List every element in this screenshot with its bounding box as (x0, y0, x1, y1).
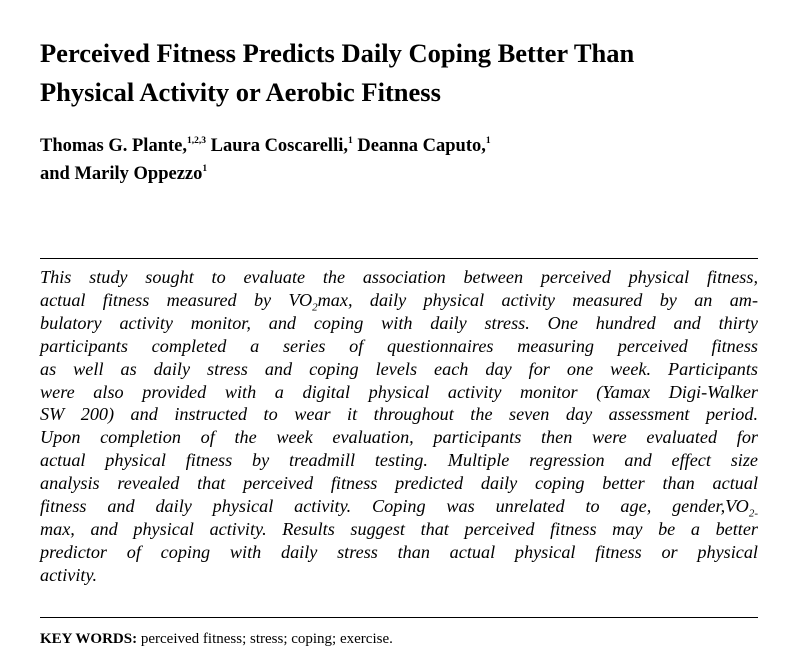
author-affiliation: 1 (202, 163, 208, 174)
abstract-line: were also provided with a digital physic… (40, 381, 758, 402)
abstract-line: participants completed a series of quest… (40, 335, 758, 356)
paper-title-line-1: Perceived Fitness Predicts Daily Coping … (40, 38, 635, 68)
abstract-line: fitness and daily physical activity. Cop… (40, 496, 758, 520)
abstract-line: predictor of coping with daily stress th… (40, 541, 758, 562)
author-affiliation: 1 (347, 135, 353, 146)
abstract-line: Upon completion of the week evaluation, … (40, 427, 758, 448)
paper-title-line-2: Physical Activity or Aerobic Fitness (40, 77, 441, 107)
abstract-line: max, and physical activity. Results sugg… (40, 518, 758, 539)
author-list: Thomas G. Plante,1,2,3 Laura Coscarelli,… (40, 132, 758, 188)
abstract-line: activity. (40, 564, 98, 585)
paper-title: Perceived Fitness Predicts Daily Coping … (40, 34, 758, 112)
paper-first-page: Perceived Fitness Predicts Daily Coping … (40, 0, 758, 659)
subscript: 2 (312, 301, 318, 314)
author-line-2: and Marily Oppezzo1 (40, 160, 758, 188)
keywords-label: KEY WORDS: (40, 631, 138, 647)
subscript: 2- (748, 507, 758, 520)
abstract: This study sought to evaluate the associ… (40, 266, 758, 587)
author-name: and Marily Oppezzo (40, 164, 203, 184)
keywords: KEY WORDS: perceived fitness; stress; co… (40, 629, 758, 649)
abstract-line: as well as daily stress and coping level… (40, 358, 758, 379)
author-affiliation: 1 (485, 135, 491, 146)
abstract-line: analysis revealed that perceived fitness… (40, 473, 758, 494)
abstract-line: This study sought to evaluate the associ… (40, 267, 758, 287)
author-name: Thomas G. Plante, (40, 136, 187, 156)
abstract-bottom-rule (40, 617, 758, 618)
abstract-line: actual physical fitness by treadmill tes… (40, 450, 758, 471)
author-affiliation: 1,2,3 (186, 135, 206, 146)
keywords-text: perceived fitness; stress; coping; exerc… (140, 631, 393, 647)
abstract-line: actual fitness measured by VO2max, daily… (40, 289, 758, 314)
author-line-1: Thomas G. Plante,1,2,3 Laura Coscarelli,… (40, 132, 758, 160)
author-name: Laura Coscarelli, (210, 136, 348, 156)
abstract-line: SW 200) and instructed to wear it throug… (40, 404, 758, 425)
author-name: Deanna Caputo, (357, 136, 486, 156)
abstract-top-rule (40, 258, 758, 259)
abstract-line: bulatory activity monitor, and coping wi… (40, 312, 758, 333)
